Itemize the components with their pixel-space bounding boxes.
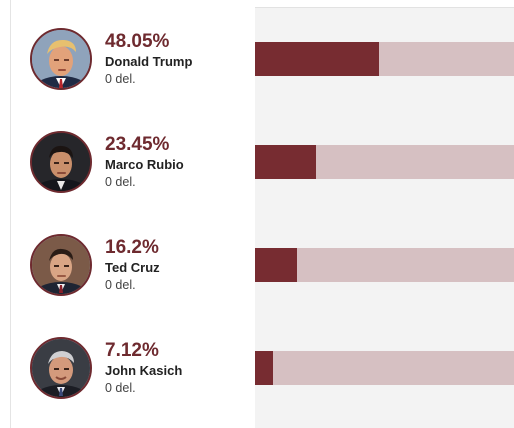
candidate-percent: 23.45% xyxy=(105,134,170,155)
bar-area-top-rule xyxy=(255,7,514,8)
candidate-avatar xyxy=(30,131,92,193)
vote-bar-fill xyxy=(255,248,297,282)
candidate-percent: 16.2% xyxy=(105,237,159,258)
trump-photo-icon xyxy=(32,30,90,88)
candidate-percent: 7.12% xyxy=(105,340,159,361)
candidate-delegates: 0 del. xyxy=(105,72,136,86)
vote-bar-fill xyxy=(255,351,274,385)
cruz-photo-icon xyxy=(32,236,90,294)
vote-bar-fill xyxy=(255,42,380,76)
vote-bar-track xyxy=(255,248,514,282)
vote-bar-fill xyxy=(255,145,316,179)
candidate-name: Ted Cruz xyxy=(105,260,160,275)
candidate-delegates: 0 del. xyxy=(105,278,136,292)
vote-bar-track xyxy=(255,42,514,76)
candidate-name: Donald Trump xyxy=(105,54,193,69)
vote-bar-track xyxy=(255,145,514,179)
candidate-delegates: 0 del. xyxy=(105,175,136,189)
candidate-percent: 48.05% xyxy=(105,31,170,52)
candidate-delegates: 0 del. xyxy=(105,381,136,395)
candidate-row: 48.05% Donald Trump 0 del. xyxy=(0,28,514,94)
rubio-photo-icon xyxy=(32,133,90,191)
kasich-photo-icon xyxy=(32,339,90,397)
candidate-avatar xyxy=(30,28,92,90)
candidate-row: 7.12% John Kasich 0 del. xyxy=(0,337,514,403)
candidate-row: 23.45% Marco Rubio 0 del. xyxy=(0,131,514,197)
candidate-row: 16.2% Ted Cruz 0 del. xyxy=(0,234,514,300)
candidate-name: John Kasich xyxy=(105,363,183,378)
vote-bar-track xyxy=(255,351,514,385)
panel-left-border xyxy=(10,0,11,428)
candidate-avatar xyxy=(30,337,92,399)
candidate-avatar xyxy=(30,234,92,296)
candidate-name: Marco Rubio xyxy=(105,157,184,172)
